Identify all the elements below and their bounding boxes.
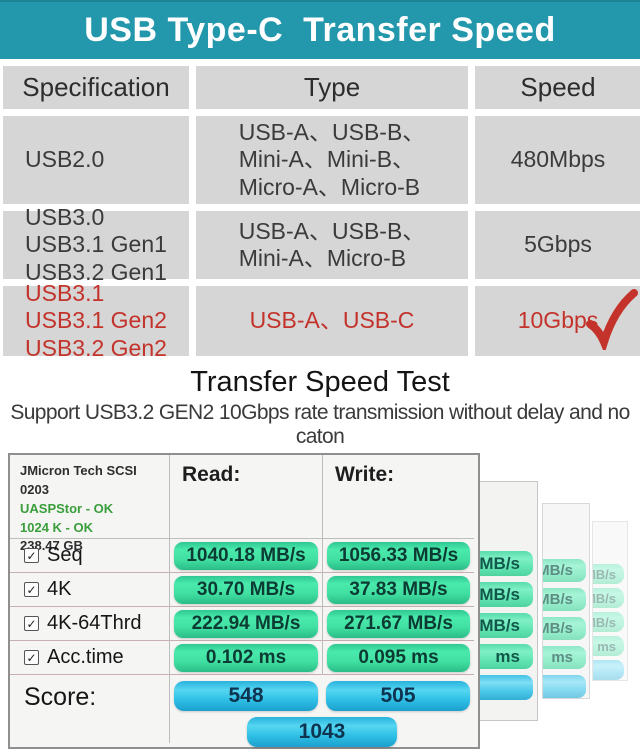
red-checkmark-icon [586,289,638,350]
4k64-write-cell: 271.67 MB/s [323,607,474,641]
spec-table: Specification Type Speed USB2.0 USB-A、US… [3,66,640,361]
speed-cell-usb3-gen1: 5Gbps [475,211,640,279]
checkbox-seq[interactable]: ✓ [24,548,39,563]
4k-read-cell: 30.70 MB/s [170,573,323,607]
ghost-pill: MB/s [479,613,533,638]
write-column-header: Write: [323,455,474,539]
spec-line: USB3.2 Gen2 [25,334,167,361]
ghost-pill: MB/s [593,588,624,608]
alignment-status: 1024 K - OK [20,519,93,535]
row-label-4k: ✓ 4K [10,573,170,607]
score-write-value: 505 [326,681,470,711]
spec-line: USB3.1 Gen1 [25,231,167,258]
ghost-pill: ms [543,646,586,669]
acctime-read-cell: 0.102 ms [170,641,323,675]
ghost-pill: ms [593,636,624,656]
ghost-pill: MB/s [543,617,586,640]
4k64-write-value: 271.67 MB/s [327,609,470,638]
spec-line: USB3.0 [25,204,105,231]
ghost-pill: MB/s [593,564,624,584]
cascade-window-1: MB/s MB/s MB/s ms 5 [478,481,538,721]
device-name: JMicron Tech SCSI [20,463,137,478]
ghost-pill: MB/s [479,582,533,607]
device-id: 0203 [20,481,49,497]
row-label-text: Acc.time [47,646,124,668]
benchmark-area: JMicron Tech SCSI 0203 UASPStor - OK 102… [0,453,640,753]
test-section-subtitle: Support USB3.2 GEN2 10Gbps rate transmis… [10,401,630,448]
spec-text: USB3.1 USB3.1 Gen2 USB3.2 Gen2 [25,280,167,361]
row-label-text: 4K-64Thrd [47,612,142,634]
ghost-pill: MB/s [543,588,586,611]
acctime-read-value: 0.102 ms [174,643,318,672]
4k-write-value: 37.83 MB/s [327,575,470,604]
spec-line: USB3.1 Gen2 [25,307,167,334]
spec-line: USB3.1 [25,280,105,307]
seq-read-cell: 1040.18 MB/s [170,539,323,573]
score-cell: 548 505 1043 [170,675,474,747]
ghost-pill: MB/s [479,551,533,576]
page-title: USB Type-C Transfer Speed [84,11,556,49]
row-label-4k64: ✓ 4K-64Thrd [10,607,170,641]
checkbox-acctime[interactable]: ✓ [24,650,39,665]
4k64-read-cell: 222.94 MB/s [170,607,323,641]
score-row: 548 505 [170,679,474,713]
ghost-pill-score: 5 [479,675,533,700]
row-label-seq: ✓ Seq [10,539,170,573]
spec-text: USB3.0 USB3.1 Gen1 USB3.2 Gen1 [25,204,167,285]
uasp-status: UASPStor - OK [20,500,114,516]
ghost-pill-score: 5 [543,675,586,698]
cascade-window-3: MB/s MB/s MB/s ms 5 [592,521,628,681]
cascade-window-2: MB/s MB/s MB/s ms 5 [542,503,590,699]
ghost-pill: MB/s [593,612,624,632]
spec-cell-usb2: USB2.0 [3,116,189,204]
row-label-text: 4K [47,578,72,600]
row-label-text: Seq [47,544,83,566]
type-text: USB-A、USB-B、 Mini-A、Micro-B [239,218,426,272]
checkbox-4k[interactable]: ✓ [24,582,39,597]
col-header-type: Type [196,66,468,109]
ghost-pill: MB/s [543,559,586,582]
type-line: Mini-A、Micro-B [238,245,407,271]
4k64-read-value: 222.94 MB/s [174,609,318,638]
acctime-write-value: 0.095 ms [327,643,470,672]
acctime-write-cell: 0.095 ms [323,641,474,675]
type-cell-usb2: USB-A、USB-B、 Mini-A、Mini-B、 Micro-A、Micr… [196,116,468,204]
col-header-specification: Specification [3,66,189,109]
benchmark-window: JMicron Tech SCSI 0203 UASPStor - OK 102… [8,453,480,749]
ghost-pill: ms [479,644,533,669]
col-header-speed: Speed [475,66,640,109]
test-section-title: Transfer Speed Test [190,366,450,398]
read-column-header: Read: [170,455,323,539]
type-line: USB-A、USB-B、 [238,119,426,146]
seq-write-cell: 1056.33 MB/s [323,539,474,573]
type-text: USB-A、USB-B、 Mini-A、Mini-B、 Micro-A、Micr… [239,119,426,200]
type-line: Micro-A、Micro-B [238,173,421,200]
title-banner: USB Type-C Transfer Speed [0,0,640,59]
type-line: Mini-A、Mini-B、 [238,146,416,173]
spec-line: USB3.2 Gen1 [25,258,167,285]
type-cell-usb3-gen2: USB-A、USB-C [196,286,468,356]
score-label: Score: [10,675,170,743]
device-info: JMicron Tech SCSI 0203 UASPStor - OK 102… [10,455,170,553]
seq-read-value: 1040.18 MB/s [174,541,318,570]
spec-cell-usb3-gen1: USB3.0 USB3.1 Gen1 USB3.2 Gen1 [3,204,189,285]
checkbox-4k64[interactable]: ✓ [24,616,39,631]
row-label-acctime: ✓ Acc.time [10,641,170,675]
speed-cell-usb2: 480Mbps [475,116,640,204]
spec-cell-usb3-gen2: USB3.1 USB3.1 Gen2 USB3.2 Gen2 [3,280,189,361]
score-read-value: 548 [174,681,318,711]
type-line: USB-A、USB-B、 [238,217,426,244]
4k-write-cell: 37.83 MB/s [323,573,474,607]
type-cell-usb3-gen1: USB-A、USB-B、 Mini-A、Micro-B [196,211,468,279]
4k-read-value: 30.70 MB/s [174,575,318,604]
seq-write-value: 1056.33 MB/s [327,541,470,570]
score-total-value: 1043 [247,717,397,747]
spec-text: USB2.0 [25,146,105,173]
ghost-pill-score: 5 [593,660,624,680]
